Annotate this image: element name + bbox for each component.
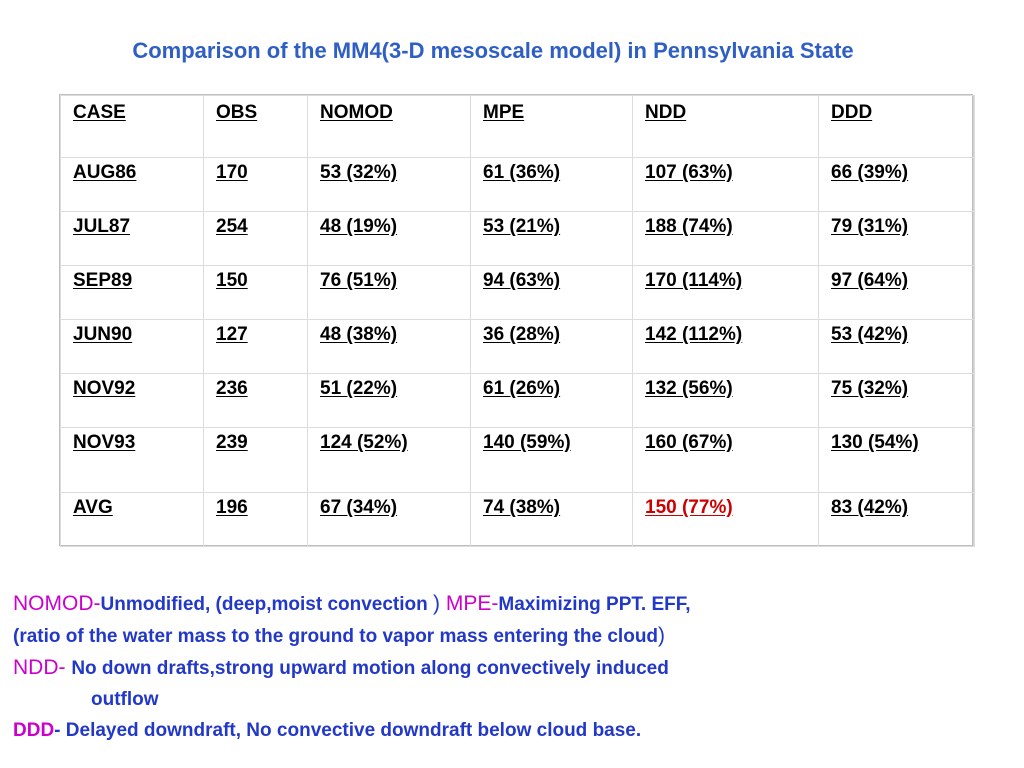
table-cell: 97 (64%) — [818, 265, 975, 320]
highlighted-cell: 150 (77%) — [632, 492, 819, 547]
header-cell: CASE — [60, 95, 204, 158]
table-cell: 160 (67%) — [632, 427, 819, 493]
legend-line-mpe-detail: (ratio of the water mass to the ground t… — [13, 620, 973, 652]
table-cell: 127 — [203, 319, 308, 374]
table-cell: AVG — [60, 492, 204, 547]
table-cell: 66 (39%) — [818, 157, 975, 212]
legend-line-nomod-mpe: NOMOD-Unmodified, (deep,moist convection… — [13, 588, 973, 620]
table-header-row: CASE OBS NOMOD MPE NDD DDD — [60, 95, 975, 158]
legend-line-ddd: DDD- Delayed downdraft, No convective do… — [13, 715, 973, 746]
header-cell: DDD — [818, 95, 975, 158]
header-cell: MPE — [470, 95, 633, 158]
table-row: JUN90 127 48 (38%) 36 (28%) 142 (112%) 5… — [60, 319, 975, 374]
table-cell: 74 (38%) — [470, 492, 633, 547]
table-cell: 94 (63%) — [470, 265, 633, 320]
legend-term-ddd: DDD — [13, 720, 55, 741]
header-cell: OBS — [203, 95, 308, 158]
table-cell: 239 — [203, 427, 308, 493]
legend-paren: ) — [433, 592, 441, 615]
table-cell: 53 (21%) — [470, 211, 633, 266]
table-cell: 51 (22%) — [307, 373, 471, 428]
table-cell: 142 (112%) — [632, 319, 819, 374]
table-cell: 61 (26%) — [470, 373, 633, 428]
table-cell: 132 (56%) — [632, 373, 819, 428]
table-row: AUG86 170 53 (32%) 61 (36%) 107 (63%) 66… — [60, 157, 975, 212]
table-row-average: AVG 196 67 (34%) 74 (38%) 150 (77%) 83 (… — [60, 492, 975, 547]
legend-desc-mpe: Maximizing PPT. EFF, — [498, 594, 691, 615]
table-cell: 130 (54%) — [818, 427, 975, 493]
table-row: NOV93 239 124 (52%) 140 (59%) 160 (67%) … — [60, 427, 975, 493]
table-row: NOV92 236 51 (22%) 61 (26%) 132 (56%) 75… — [60, 373, 975, 428]
table-cell: JUN90 — [60, 319, 204, 374]
table-cell: 48 (38%) — [307, 319, 471, 374]
table-cell: NOV92 — [60, 373, 204, 428]
table-row: SEP89 150 76 (51%) 94 (63%) 170 (114%) 9… — [60, 265, 975, 320]
table-cell: 196 — [203, 492, 308, 547]
table-cell: 75 (32%) — [818, 373, 975, 428]
table-cell: 188 (74%) — [632, 211, 819, 266]
table-cell: JUL87 — [60, 211, 204, 266]
table-cell: SEP89 — [60, 265, 204, 320]
legend-desc-ndd: No down drafts,strong upward motion alon… — [71, 658, 669, 679]
table-cell: AUG86 — [60, 157, 204, 212]
table-row: JUL87 254 48 (19%) 53 (21%) 188 (74%) 79… — [60, 211, 975, 266]
table-cell: 61 (36%) — [470, 157, 633, 212]
table-cell: NOV93 — [60, 427, 204, 493]
header-cell: NDD — [632, 95, 819, 158]
legend-line-ndd-cont: outflow — [13, 684, 973, 715]
legend-desc-ddd: - Delayed downdraft, No convective downd… — [54, 720, 642, 741]
table-cell: 76 (51%) — [307, 265, 471, 320]
table-cell: 150 — [203, 265, 308, 320]
legend-desc-mpe-detail: (ratio of the water mass to the ground t… — [13, 626, 659, 647]
legend-term-nomod: NOMOD- — [13, 592, 101, 615]
legend: NOMOD-Unmodified, (deep,moist convection… — [13, 588, 973, 746]
legend-paren: ) — [658, 624, 666, 647]
table-cell: 48 (19%) — [307, 211, 471, 266]
legend-desc-ndd-cont: outflow — [91, 689, 159, 710]
table-cell: 107 (63%) — [632, 157, 819, 212]
table-cell: 83 (42%) — [818, 492, 975, 547]
table-cell: 67 (34%) — [307, 492, 471, 547]
table-cell: 140 (59%) — [470, 427, 633, 493]
comparison-table: CASE OBS NOMOD MPE NDD DDD AUG86 170 53 … — [59, 94, 975, 547]
legend-term-mpe: MPE- — [440, 592, 499, 615]
table-cell: 236 — [203, 373, 308, 428]
table-cell: 53 (32%) — [307, 157, 471, 212]
table-cell: 53 (42%) — [818, 319, 975, 374]
table-cell: 170 (114%) — [632, 265, 819, 320]
header-cell: NOMOD — [307, 95, 471, 158]
table-cell: 170 — [203, 157, 308, 212]
page-title: Comparison of the MM4(3-D mesoscale mode… — [132, 38, 854, 63]
table-cell: 254 — [203, 211, 308, 266]
table-cell: 124 (52%) — [307, 427, 471, 493]
table-cell: 36 (28%) — [470, 319, 633, 374]
table-cell: 79 (31%) — [818, 211, 975, 266]
legend-line-ndd: NDD- No down drafts,strong upward motion… — [13, 652, 973, 684]
legend-term-ndd: NDD- — [13, 656, 72, 679]
legend-desc-nomod: Unmodified, (deep,moist convection — [100, 594, 434, 615]
